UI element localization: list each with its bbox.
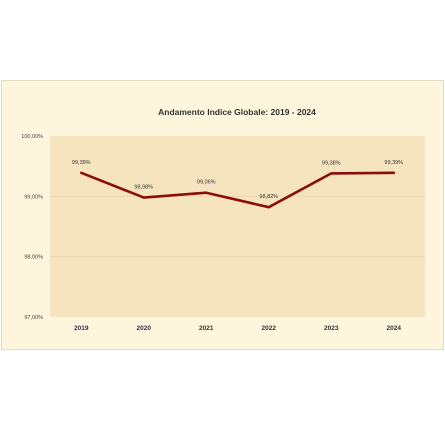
data-label: 99,39% <box>384 160 403 166</box>
data-label: 98,98% <box>134 185 153 191</box>
x-tick-label: 2021 <box>199 325 214 332</box>
y-tick-label: 97,00% <box>24 315 43 321</box>
chart-frame: Andamento Indice Globale: 2019 - 2024 10… <box>1 80 444 350</box>
y-axis: 100,00% 99,00% 98,00% 97,00% <box>21 134 43 321</box>
x-tick-label: 2019 <box>74 325 89 332</box>
series-line <box>79 171 396 209</box>
x-tick-label: 2024 <box>387 325 402 332</box>
data-label: 99,38% <box>322 160 341 166</box>
y-tick-label: 100,00% <box>21 134 43 140</box>
series <box>79 171 396 209</box>
data-labels: 99,39% 98,98% 99,06% 98,82% 99,38% 99,39% <box>72 160 403 200</box>
x-tick-label: 2022 <box>262 325 277 332</box>
data-label: 99,06% <box>197 180 216 186</box>
line-chart: Andamento Indice Globale: 2019 - 2024 10… <box>21 107 425 332</box>
x-axis: 2019 2020 2021 2022 2023 2024 <box>74 325 401 332</box>
data-label: 98,82% <box>259 194 278 200</box>
chart-title: Andamento Indice Globale: 2019 - 2024 <box>158 107 316 117</box>
y-tick-label: 98,00% <box>24 255 43 261</box>
data-label: 99,39% <box>72 160 91 166</box>
gridlines <box>50 195 425 258</box>
plot-area <box>50 136 425 317</box>
x-tick-label: 2020 <box>137 325 152 332</box>
x-tick-label: 2023 <box>324 325 339 332</box>
y-tick-label: 99,00% <box>24 194 43 200</box>
